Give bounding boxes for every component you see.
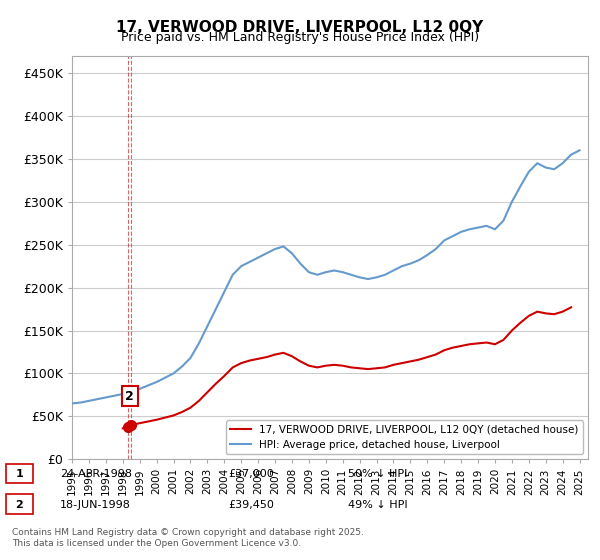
Text: £39,450: £39,450 bbox=[228, 500, 274, 510]
Text: 17, VERWOOD DRIVE, LIVERPOOL, L12 0QY: 17, VERWOOD DRIVE, LIVERPOOL, L12 0QY bbox=[116, 20, 484, 35]
Text: 24-APR-1998: 24-APR-1998 bbox=[60, 469, 132, 479]
Text: Contains HM Land Registry data © Crown copyright and database right 2025.
This d: Contains HM Land Registry data © Crown c… bbox=[12, 528, 364, 548]
Text: 2: 2 bbox=[125, 390, 134, 403]
Text: 49% ↓ HPI: 49% ↓ HPI bbox=[348, 500, 407, 510]
Text: £37,000: £37,000 bbox=[228, 469, 274, 479]
Text: Price paid vs. HM Land Registry's House Price Index (HPI): Price paid vs. HM Land Registry's House … bbox=[121, 31, 479, 44]
Legend: 17, VERWOOD DRIVE, LIVERPOOL, L12 0QY (detached house), HPI: Average price, deta: 17, VERWOOD DRIVE, LIVERPOOL, L12 0QY (d… bbox=[226, 421, 583, 454]
Text: 50% ↓ HPI: 50% ↓ HPI bbox=[348, 469, 407, 479]
Text: 2: 2 bbox=[16, 500, 23, 510]
Text: 18-JUN-1998: 18-JUN-1998 bbox=[60, 500, 131, 510]
Text: 1: 1 bbox=[16, 469, 23, 479]
